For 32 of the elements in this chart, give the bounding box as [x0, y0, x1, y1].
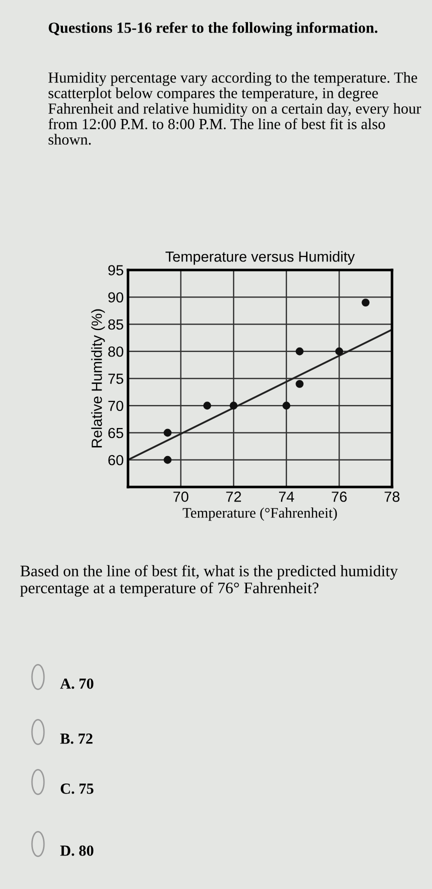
- x-tick-label: 76: [332, 492, 347, 502]
- y-tick-label: 90: [108, 292, 124, 303]
- x-axis-title: Temperature (°Fahrenheit): [182, 508, 337, 521]
- x-tick-label: 74: [279, 492, 294, 502]
- y-tick-label: 80: [108, 346, 124, 357]
- point: [362, 298, 370, 306]
- point: [335, 347, 344, 356]
- point: [296, 347, 304, 356]
- y-tick-label: 95: [108, 265, 124, 276]
- text: Based on the line of best fit, what is the predicted humidity percentage at a temperature of 76° Fahrenheit?: [20, 565, 398, 597]
- point: [164, 456, 172, 464]
- text: Humidity percentage vary according to the temperature. The scatterplot below compares the temperature, in degree Fahrenheit and relative humidity on a certain day, every hour from 12:00 P.M. to 8:00 P.M. The line of best fit is also shown.: [48, 72, 422, 145]
- x-tick-label: 78: [384, 492, 400, 502]
- y-tick-label: 85: [108, 319, 124, 330]
- x-tick-label: 70: [173, 492, 188, 502]
- text: D. 80: [60, 846, 94, 856]
- y-tick-label: 70: [108, 400, 124, 412]
- point: [203, 402, 212, 410]
- point: [164, 428, 172, 437]
- y-tick-label: 60: [108, 454, 124, 466]
- y-axis-title: Relative Humidity (%): [91, 309, 105, 448]
- x-tick-label: 72: [226, 492, 241, 502]
- text: C. 75: [60, 784, 94, 794]
- text: B. 72: [60, 734, 92, 744]
- point: [282, 402, 290, 410]
- point: [230, 402, 238, 410]
- text: A. 70: [60, 678, 94, 689]
- text: Questions 15-16 refer to the following information.: [48, 22, 378, 36]
- chart-title: Temperature versus Humidity: [166, 251, 355, 265]
- y-tick-label: 75: [108, 374, 124, 384]
- point: [296, 380, 304, 388]
- y-tick-label: 65: [108, 428, 124, 438]
